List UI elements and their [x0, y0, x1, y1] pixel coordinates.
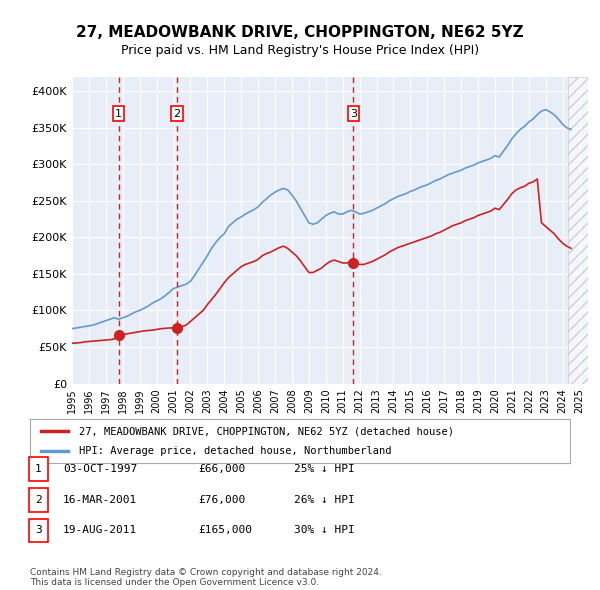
Text: 2: 2: [35, 495, 42, 504]
Text: HPI: Average price, detached house, Northumberland: HPI: Average price, detached house, Nort…: [79, 446, 391, 455]
Text: £76,000: £76,000: [198, 495, 245, 504]
Text: 27, MEADOWBANK DRIVE, CHOPPINGTON, NE62 5YZ (detached house): 27, MEADOWBANK DRIVE, CHOPPINGTON, NE62 …: [79, 427, 454, 436]
Text: 2: 2: [173, 109, 181, 119]
Text: 03-OCT-1997: 03-OCT-1997: [63, 464, 137, 474]
Text: 26% ↓ HPI: 26% ↓ HPI: [294, 495, 355, 504]
Text: Contains HM Land Registry data © Crown copyright and database right 2024.: Contains HM Land Registry data © Crown c…: [30, 568, 382, 577]
Text: 27, MEADOWBANK DRIVE, CHOPPINGTON, NE62 5YZ: 27, MEADOWBANK DRIVE, CHOPPINGTON, NE62 …: [76, 25, 524, 40]
Text: 30% ↓ HPI: 30% ↓ HPI: [294, 526, 355, 535]
Text: Price paid vs. HM Land Registry's House Price Index (HPI): Price paid vs. HM Land Registry's House …: [121, 44, 479, 57]
Text: 1: 1: [115, 109, 122, 119]
Text: This data is licensed under the Open Government Licence v3.0.: This data is licensed under the Open Gov…: [30, 578, 319, 588]
Text: £66,000: £66,000: [198, 464, 245, 474]
Text: 3: 3: [350, 109, 357, 119]
Text: £165,000: £165,000: [198, 526, 252, 535]
Text: 3: 3: [35, 526, 42, 535]
Text: 1: 1: [35, 464, 42, 474]
Text: 25% ↓ HPI: 25% ↓ HPI: [294, 464, 355, 474]
Text: 16-MAR-2001: 16-MAR-2001: [63, 495, 137, 504]
Text: 19-AUG-2011: 19-AUG-2011: [63, 526, 137, 535]
Bar: [568, 77, 588, 384]
